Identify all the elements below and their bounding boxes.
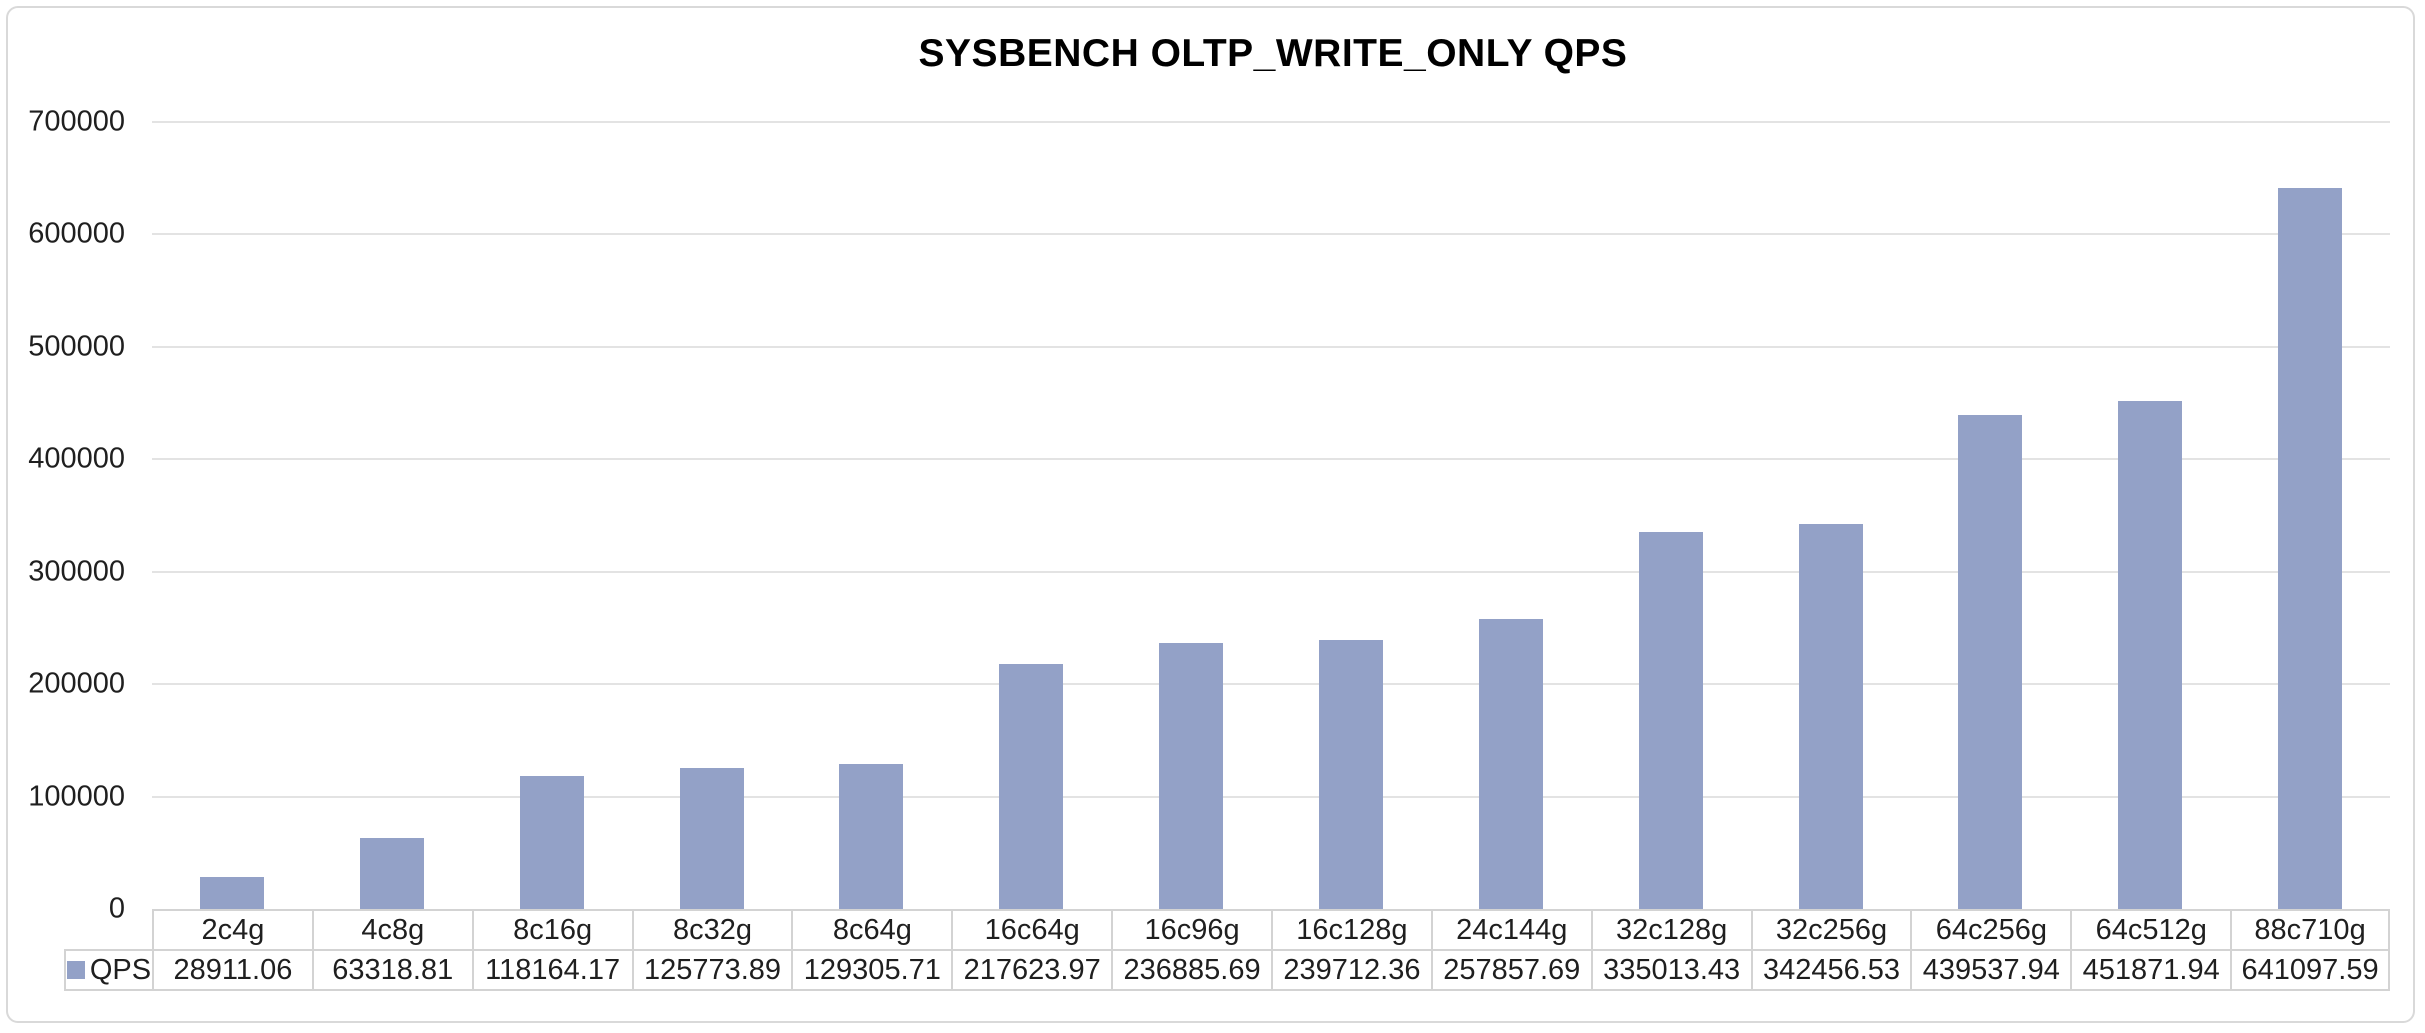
bar-series (152, 122, 2390, 909)
bar-slot-32c256g (1751, 122, 1911, 909)
bar-slot-64c256g (1910, 122, 2070, 909)
category-label-64c512g: 64c512g (2070, 909, 2231, 949)
category-label-8c16g: 8c16g (471, 909, 632, 949)
value-cell-24c144g: 257857.69 (1430, 949, 1591, 991)
value-cell-4c8g: 63318.81 (311, 949, 472, 991)
category-label-8c32g: 8c32g (631, 909, 792, 949)
y-axis-tick-label: 300000 (28, 555, 125, 588)
gridline-300000 (152, 570, 2390, 573)
bar-64c256g (1958, 414, 2023, 909)
category-label-16c128g: 16c128g (1271, 909, 1431, 949)
y-axis-tick-label: 200000 (28, 667, 125, 700)
category-label-88c710g: 88c710g (2230, 909, 2390, 949)
bar-slot-32c128g (1591, 122, 1751, 909)
category-label-32c128g: 32c128g (1590, 909, 1751, 949)
bar-32c128g (1638, 532, 1703, 909)
bar-slot-88c710g (2230, 122, 2390, 909)
value-cell-8c16g: 118164.17 (471, 949, 632, 991)
bar-slot-64c512g (2070, 122, 2230, 909)
y-axis-tick-label: 400000 (28, 442, 125, 475)
gridline-200000 (152, 683, 2390, 686)
bar-slot-16c128g (1271, 122, 1431, 909)
chart-title: SYSBENCH OLTP_WRITE_ONLY QPS (918, 32, 1628, 75)
bar-slot-2c4g (152, 122, 312, 909)
y-axis-tick-label: 0 (108, 892, 125, 925)
value-cell-88c710g: 641097.59 (2230, 949, 2390, 991)
y-axis-tick-label: 700000 (28, 105, 125, 138)
bar-8c32g (679, 767, 744, 909)
plot-area: 0 100000 200000 300000 400000 500000 600000 700… (28, 106, 2390, 925)
value-cell-16c64g: 217623.97 (951, 949, 1112, 991)
bar-slot-24c144g (1431, 122, 1591, 909)
data-table: 2c4g 4c8g 8c16g 8c32g 8c64g 16c64g 16c96g 16c12… (64, 909, 2390, 991)
gridline-600000 (152, 233, 2390, 236)
bar-slot-8c64g (791, 122, 951, 909)
bar-64c512g (2118, 400, 2183, 909)
category-label-32c256g: 32c256g (1750, 909, 1911, 949)
value-cell-32c256g: 342456.53 (1750, 949, 1911, 991)
bar-2c4g (199, 876, 264, 909)
bar-slot-8c16g (472, 122, 632, 909)
category-label-2c4g: 2c4g (152, 909, 312, 949)
bar-slot-16c96g (1111, 122, 1271, 909)
gridline-500000 (152, 345, 2390, 348)
y-axis-tick-label: 600000 (28, 217, 125, 250)
bar-4c8g (359, 837, 424, 909)
bar-8c16g (519, 776, 584, 909)
value-cell-32c128g: 335013.43 (1590, 949, 1751, 991)
bar-16c128g (1318, 639, 1383, 909)
value-cell-16c96g: 236885.69 (1111, 949, 1271, 991)
category-label-24c144g: 24c144g (1430, 909, 1591, 949)
table-corner-spacer (64, 909, 152, 949)
gridline-700000 (152, 121, 2390, 123)
bar-slot-4c8g (312, 122, 472, 909)
category-label-64c256g: 64c256g (1910, 909, 2071, 949)
bar-8c64g (839, 763, 904, 909)
y-axis-tick-label: 100000 (28, 780, 125, 813)
value-cell-64c256g: 439537.94 (1910, 949, 2071, 991)
category-label-16c96g: 16c96g (1111, 909, 1271, 949)
y-axis-tick-label: 500000 (28, 330, 125, 363)
bar-24c144g (1478, 619, 1543, 909)
category-label-4c8g: 4c8g (311, 909, 472, 949)
gridline-100000 (152, 795, 2390, 798)
bar-slot-16c64g (951, 122, 1111, 909)
category-label-16c64g: 16c64g (951, 909, 1112, 949)
category-label-8c64g: 8c64g (791, 909, 952, 949)
value-cell-8c32g: 125773.89 (631, 949, 792, 991)
chart-frame: SYSBENCH OLTP_WRITE_ONLY QPS 0 100000 2000… (6, 6, 2415, 1023)
value-cell-64c512g: 451871.94 (2070, 949, 2231, 991)
value-cell-8c64g: 129305.71 (791, 949, 952, 991)
legend-cell: QPS (64, 949, 152, 991)
value-cell-2c4g: 28911.06 (152, 949, 312, 991)
bar-16c64g (999, 664, 1064, 909)
value-cell-16c128g: 239712.36 (1271, 949, 1431, 991)
legend-label: QPS (89, 953, 152, 986)
bar-slot-8c32g (632, 122, 792, 909)
bar-16c96g (1159, 642, 1224, 909)
bar-88c710g (2278, 188, 2343, 909)
legend-swatch-icon (66, 961, 85, 979)
bar-32c256g (1798, 523, 1863, 909)
gridline-400000 (152, 458, 2390, 461)
